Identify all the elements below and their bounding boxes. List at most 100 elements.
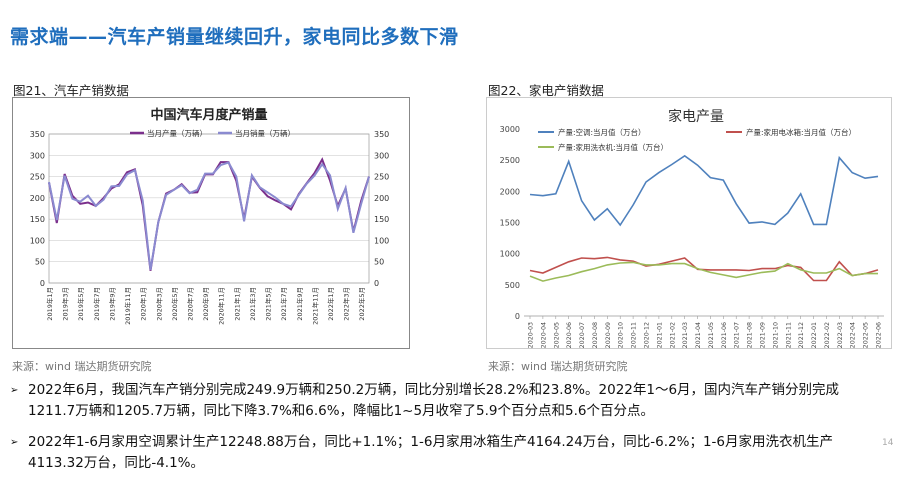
x-tick-label: 2022-01 <box>811 322 818 348</box>
bullet-arrow-icon: ➢ <box>10 437 19 448</box>
y-tick-label-right: 0 <box>374 279 379 288</box>
legend-label: 产量:空调:当月值（万台） <box>558 127 646 137</box>
y-tick-label: 0 <box>515 312 520 321</box>
y-tick-label-right: 250 <box>374 173 389 182</box>
page-number: 14 <box>882 438 894 448</box>
chart-frame <box>486 97 892 349</box>
x-tick-label: 2021-06 <box>721 322 728 348</box>
x-tick-label: 2020年1月 <box>139 287 148 321</box>
y-tick-label-right: 150 <box>374 215 389 224</box>
bullet-1-line-2: 1211.7万辆和1205.7万辆，同比下降3.7%和6.6%，降幅比1~5月收… <box>28 403 654 419</box>
source-right: 来源：wind 瑞达期货研究院 <box>488 360 628 373</box>
chart-frame <box>12 97 410 349</box>
x-tick-label: 2021-11 <box>785 322 792 348</box>
x-tick-label: 2021年9月 <box>295 287 304 321</box>
x-tick-label: 2020-12 <box>644 322 651 348</box>
x-tick-label: 2021-05 <box>708 322 715 348</box>
bullet-2-line-2: 4113.32万台，同比-4.1%。 <box>28 455 204 471</box>
y-tick-label-left: 200 <box>30 194 45 203</box>
x-tick-label: 2021-03 <box>682 322 689 348</box>
source-left: 来源：wind 瑞达期货研究院 <box>12 360 152 373</box>
bullet-arrow-icon: ➢ <box>10 385 19 396</box>
y-tick-label-left: 50 <box>35 258 45 267</box>
plot-area <box>48 133 370 284</box>
x-tick-label: 2021-12 <box>798 322 805 348</box>
chart-title: 家电产量 <box>668 108 724 125</box>
y-tick-label-right: 300 <box>374 151 389 160</box>
fig-left-caption: 图21、汽车产销数据 <box>13 83 129 98</box>
x-tick-label: 2020年11月 <box>217 287 226 325</box>
x-tick-label: 2021年5月 <box>264 287 273 321</box>
x-tick-label: 2021-09 <box>760 322 767 348</box>
legend-label: 产量:家用洗衣机:当月值（万台） <box>558 142 668 152</box>
x-tick-label: 2020-06 <box>566 322 573 348</box>
legend-label: 当月产量（万辆） <box>147 128 207 138</box>
x-tick-label: 2020年3月 <box>154 287 163 321</box>
x-tick-label: 2020-05 <box>553 322 560 348</box>
y-tick-label: 2000 <box>500 187 520 196</box>
x-tick-label: 2020年5月 <box>170 287 179 321</box>
y-tick-label-right: 100 <box>374 236 389 245</box>
y-tick-label: 500 <box>505 281 520 290</box>
y-tick-label: 1000 <box>500 250 520 259</box>
bullet-2-line-1: 2022年1-6月家用空调累计生产12248.88万台，同比+1.1%；1-6月… <box>28 434 834 450</box>
x-tick-label: 2021-04 <box>695 322 702 348</box>
x-tick-label: 2020-04 <box>540 322 547 348</box>
x-tick-label: 2020-07 <box>579 322 586 348</box>
appliance-chart: 家电产量 0 500 1000 1500 2000 2500 3000 2020-03 2020-… <box>486 97 892 349</box>
y-tick-label-left: 0 <box>40 279 45 288</box>
x-tick-label: 2020-09 <box>605 322 612 348</box>
series-line <box>529 154 879 227</box>
x-tick-label: 2019年11月 <box>123 287 132 325</box>
x-tick-label: 2021-07 <box>734 322 741 348</box>
x-tick-label: 2022-05 <box>863 322 870 348</box>
x-tick-label: 2019年5月 <box>76 287 85 321</box>
x-tick-label: 2020-03 <box>528 322 535 348</box>
y-tick-label: 1500 <box>500 219 520 228</box>
x-tick-label: 2021-02 <box>669 322 676 348</box>
x-tick-label: 2021年7月 <box>279 287 288 321</box>
chart-title: 中国汽车月度产销量 <box>150 107 267 123</box>
x-tick-label: 2022年1月 <box>326 287 335 321</box>
y-tick-label-right: 350 <box>374 130 389 139</box>
x-tick-label: 2022-06 <box>876 322 883 348</box>
x-tick-label: 2022-03 <box>837 322 844 348</box>
x-tick-label: 2022年3月 <box>342 287 351 321</box>
x-tick-label: 2019年1月 <box>45 287 54 321</box>
x-tick-label: 2021-08 <box>747 322 754 348</box>
x-tick-label: 2022-04 <box>850 322 857 348</box>
y-tick-label-left: 300 <box>30 151 45 160</box>
x-tick-label: 2019年3月 <box>61 287 70 321</box>
x-tick-label: 2021-10 <box>772 322 779 348</box>
x-tick-label: 2020年9月 <box>201 287 210 321</box>
bullet-1: ➢ 2022年6月，我国汽车产销分别完成249.9万辆和250.2万辆，同比分别增… <box>10 380 839 422</box>
fig-right-caption: 图22、家电产销数据 <box>488 83 604 98</box>
page-title: 需求端——汽车产销量继续回升，家电同比多数下滑 <box>10 26 459 48</box>
y-tick-label-right: 50 <box>374 258 384 267</box>
x-tick-label: 2021年11月 <box>310 287 319 325</box>
x-tick-label: 2021-01 <box>656 322 663 348</box>
x-tick-label: 2021年3月 <box>248 287 257 321</box>
series-line <box>529 261 878 282</box>
bullet-2: ➢ 2022年1-6月家用空调累计生产12248.88万台，同比+1.1%；1-6… <box>10 432 833 474</box>
x-tick-label: 2019年9月 <box>107 287 116 321</box>
x-tick-label: 2021年1月 <box>232 287 241 321</box>
y-tick-label-left: 150 <box>30 215 45 224</box>
x-tick-label: 2020-10 <box>618 322 625 348</box>
y-tick-label-left: 350 <box>30 130 45 139</box>
x-tick-label: 2022年5月 <box>357 287 366 321</box>
x-tick-label: 2020-11 <box>631 322 638 348</box>
series-line <box>529 256 879 282</box>
x-tick-label: 2020年7月 <box>185 287 194 321</box>
car-chart: 中国汽车月度产销量 0 0 50 50 100 100 150 150 200 200 250 250 3… <box>12 97 410 349</box>
x-tick-label: 2020-08 <box>592 322 599 348</box>
x-tick-label: 2019年7月 <box>92 287 101 321</box>
x-tick-label: 2022-02 <box>824 322 831 348</box>
y-tick-label-right: 200 <box>374 194 389 203</box>
y-tick-label: 2500 <box>500 156 520 165</box>
y-tick-label: 3000 <box>500 125 520 134</box>
bullet-1-line-1: 2022年6月，我国汽车产销分别完成249.9万辆和250.2万辆，同比分别增长… <box>28 382 840 398</box>
series-line <box>48 161 370 270</box>
legend-label: 产量:家用电冰箱:当月值（万台） <box>746 127 856 137</box>
legend-label: 当月销量（万辆） <box>235 128 295 138</box>
